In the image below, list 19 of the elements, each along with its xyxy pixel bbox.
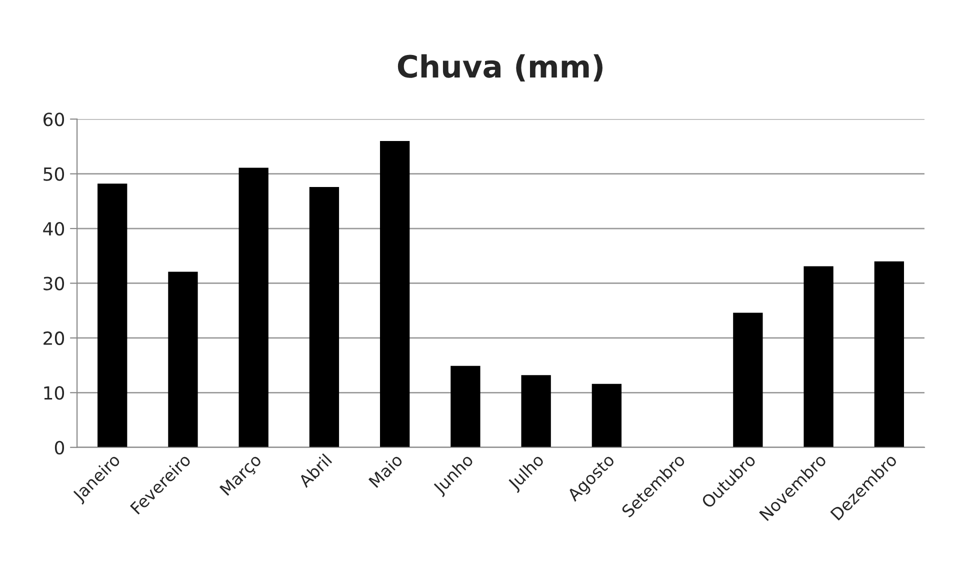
y-tick-label: 40 xyxy=(43,222,64,236)
bar xyxy=(309,186,340,448)
bar xyxy=(521,375,551,448)
bar xyxy=(238,168,268,448)
bar xyxy=(592,384,622,448)
bar xyxy=(450,366,480,448)
y-tick-label: 10 xyxy=(44,386,64,400)
bar xyxy=(98,184,128,448)
y-tick-label: 20 xyxy=(44,331,64,346)
y-tick-label: 0 xyxy=(54,440,64,454)
bar xyxy=(804,266,834,448)
bar xyxy=(168,272,198,448)
y-tick-label: 50 xyxy=(44,167,64,181)
bar xyxy=(874,261,904,448)
y-tick-label: 60 xyxy=(44,112,64,126)
y-tick-label: 30 xyxy=(44,276,64,290)
bar xyxy=(380,140,410,448)
chart-title: Chuva (mm) xyxy=(398,54,602,82)
bar xyxy=(733,312,763,448)
